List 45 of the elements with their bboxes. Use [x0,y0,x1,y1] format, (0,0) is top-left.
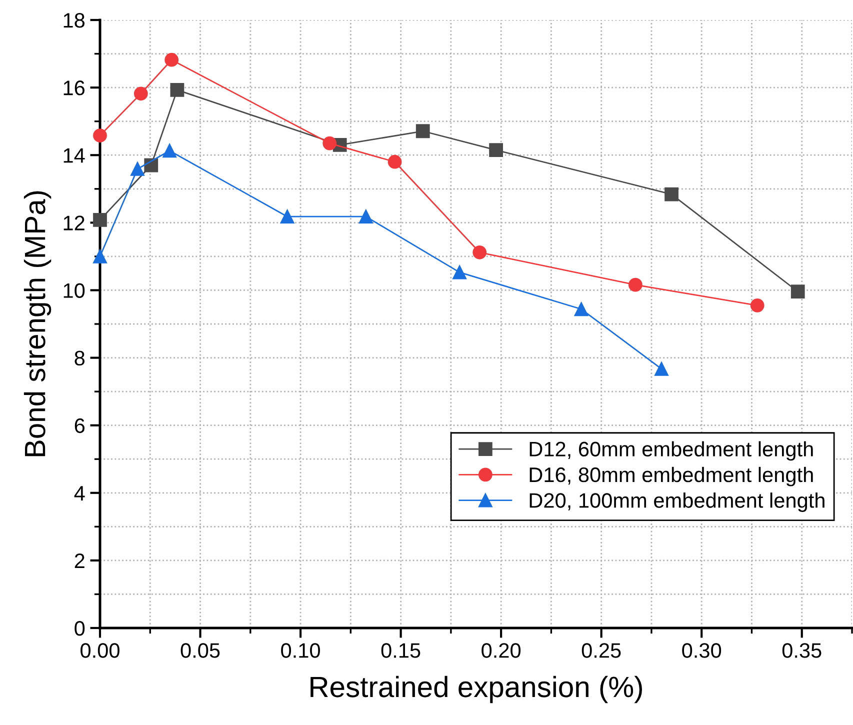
y-tick-label: 4 [74,486,85,500]
y-tick-label: 18 [64,13,85,28]
legend-label: D20, 100mm embedment length [530,492,824,512]
x-tick-label: 0.20 [482,643,521,658]
point [664,187,678,202]
point [93,213,107,227]
point [358,210,373,224]
point [93,250,107,264]
x-tick-label: 0.10 [281,643,320,658]
x-tick-label: 0.30 [682,643,722,658]
x-tick-label: 0.00 [80,643,120,658]
y-axis-title: Bond strength (MPa) [24,191,52,456]
y-tick-label: 10 [64,283,85,298]
point [416,124,430,138]
y-tick-label: 2 [74,553,84,568]
point [452,265,466,280]
point [280,210,294,224]
point [388,154,402,169]
point [750,298,764,312]
legend-label: D16, 80mm embedment length [530,466,813,486]
point [164,52,179,67]
point [790,284,805,299]
x-tick-label: 0.05 [180,643,220,658]
point [170,82,184,97]
y-tick-label: 6 [74,418,84,434]
y-tick-label: 0 [74,621,85,636]
x-axis-title: Restrained expansion (%) [310,676,642,704]
point [574,302,588,316]
point [628,278,642,292]
point [162,144,177,158]
legend-label: D12, 60mm embedment length [530,441,813,461]
point [654,362,668,376]
x-tick-label: 0.25 [582,643,621,658]
y-tick-label: 14 [64,148,85,163]
point [93,128,107,142]
x-tick-label: 0.35 [782,643,822,658]
y-tick-label: 8 [74,350,85,366]
y-tick-label: 16 [64,80,85,96]
point [322,136,337,150]
point [130,162,144,176]
point [489,143,503,157]
point [134,86,148,101]
y-tick-label: 12 [64,216,84,230]
point [472,245,487,260]
x-tick-label: 0.15 [381,643,420,658]
